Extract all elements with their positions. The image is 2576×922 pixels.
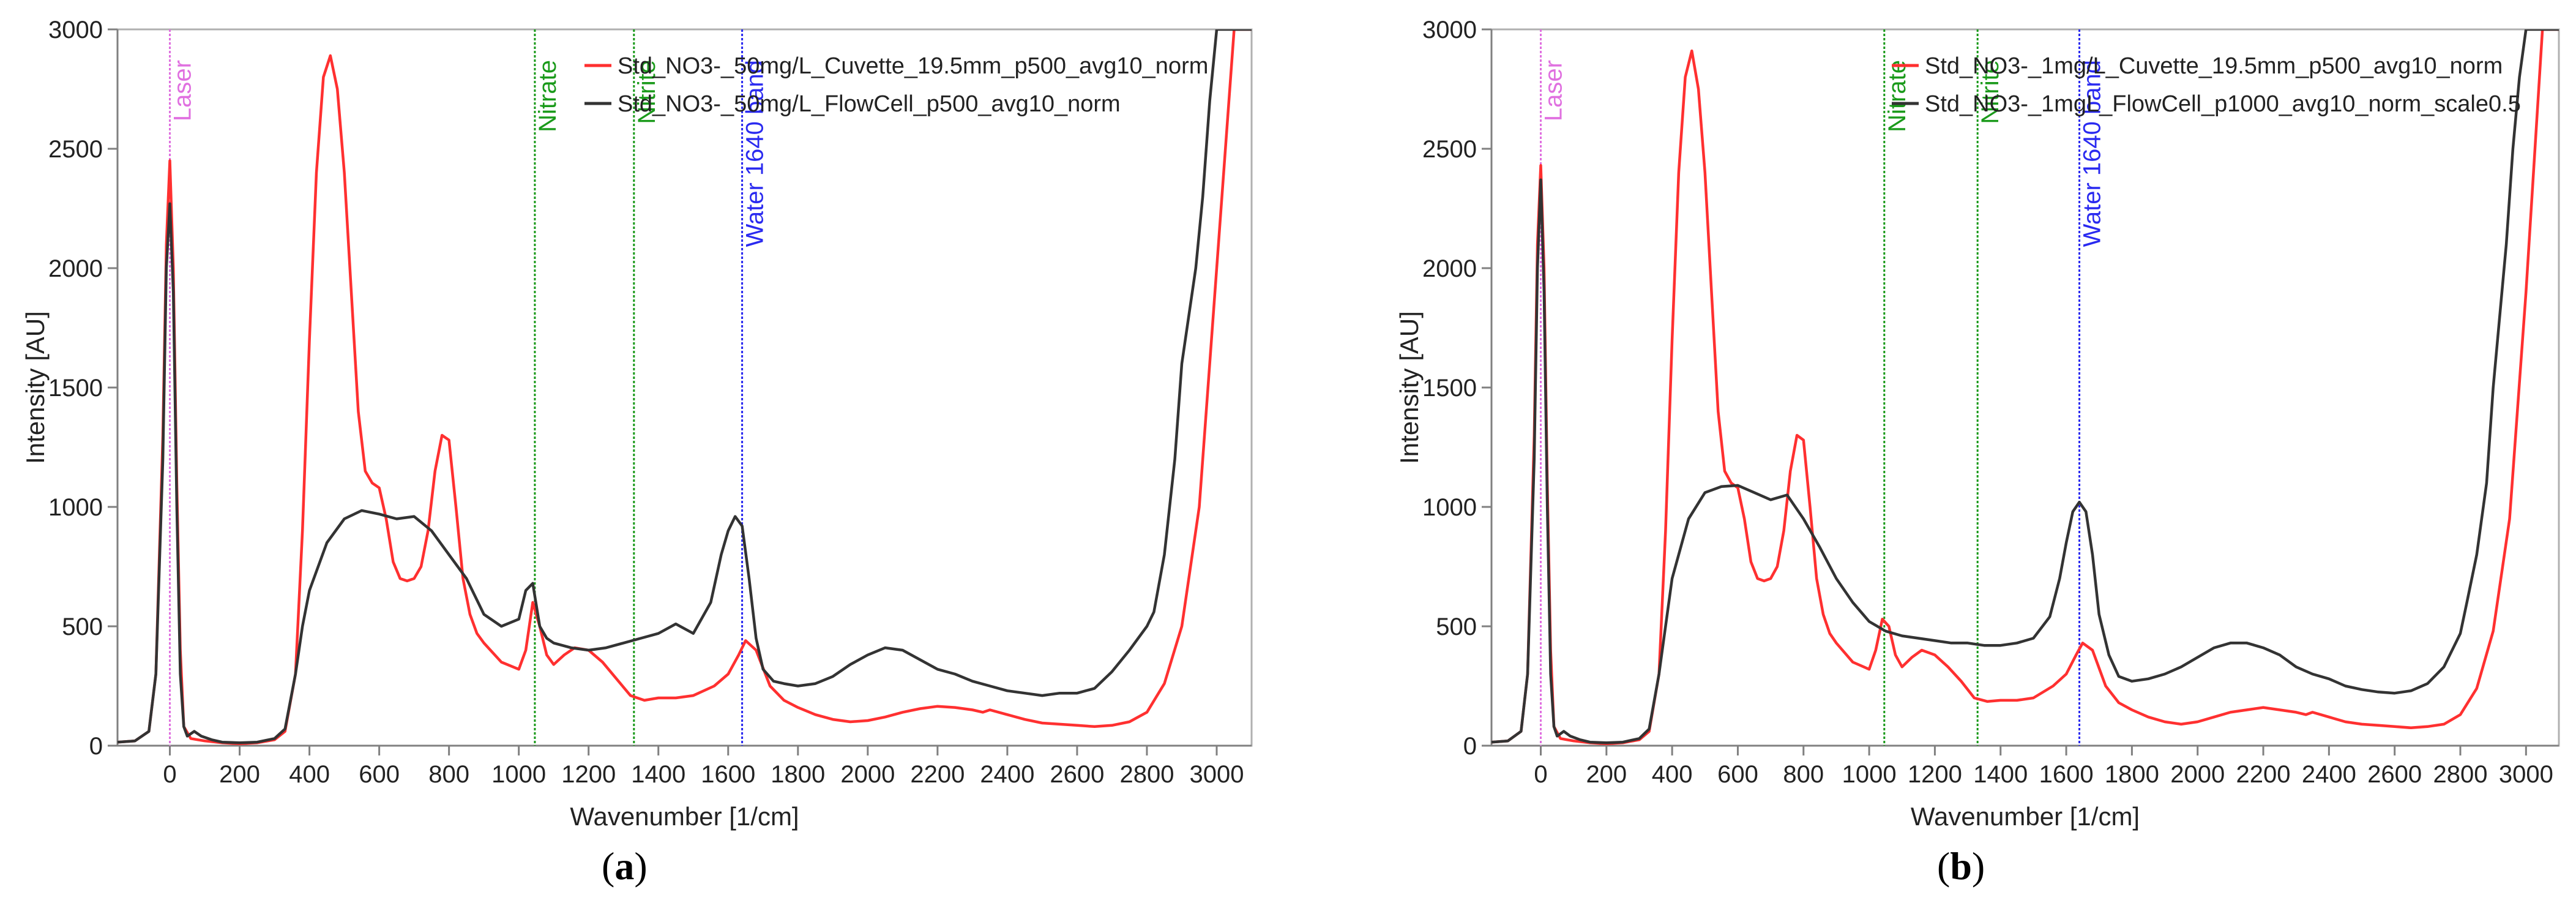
y-tick-label: 1000 (1422, 494, 1477, 521)
series-group (118, 29, 1252, 746)
legend-label-0: Std_NO3-_1mg/L_Cuvette_19.5mm_p500_avg10… (1925, 53, 2503, 79)
panel-a: 0 500 1000 1500 2000 2500 3000 0 200 400 600 800 100… (21, 17, 1253, 831)
x-tick-label: 2800 (2433, 761, 2488, 788)
x-tick-label: 1600 (2039, 761, 2094, 788)
x-tick-label: 0 (163, 761, 176, 788)
y-tick-label: 0 (89, 733, 103, 760)
x-tick-label: 600 (359, 761, 400, 788)
y-tick-label: 2500 (48, 136, 103, 163)
legend-label-0: Std_NO3-_50mg/L_Cuvette_19.5mm_p500_avg1… (618, 53, 1208, 79)
x-tick-label: 2200 (910, 761, 965, 788)
y-tick-label: 500 (62, 613, 103, 640)
marker-label-1: Nitrate (1884, 60, 1911, 132)
y-tick-label: 500 (1436, 613, 1477, 640)
x-tick-label: 0 (1534, 761, 1547, 788)
marker-label-0: Laser (170, 60, 196, 121)
x-tick-label: 2400 (2302, 761, 2356, 788)
series-line-1 (1491, 29, 2559, 744)
y-tick-label: 2500 (1422, 136, 1477, 163)
x-tick-label: 800 (428, 761, 469, 788)
x-tick-label: 3000 (2499, 761, 2553, 788)
x-tick-label: 1000 (1842, 761, 1897, 788)
x-tick-label: 1200 (1908, 761, 1962, 788)
legend-label-1: Std_NO3-_50mg/L_FlowCell_p500_avg10_norm (618, 91, 1121, 117)
x-tick-label: 1400 (631, 761, 685, 788)
x-tick-label: 2800 (1119, 761, 1174, 788)
caption-a: (a) (602, 844, 648, 888)
y-axis-label: Intensity [AU] (1395, 311, 1424, 464)
caption-b-letter: b (1950, 844, 1972, 888)
x-tick-label: 1000 (491, 761, 546, 788)
y-tick-label: 1500 (48, 375, 103, 402)
y-tick-label: 1500 (1422, 375, 1477, 402)
series-line-0 (1491, 29, 2559, 746)
series-line-1 (118, 29, 1252, 744)
y-tick-label: 2000 (48, 255, 103, 282)
x-tick-label: 1800 (2105, 761, 2159, 788)
marker-label-2: Nitrite (1977, 60, 2004, 124)
marker-label-1: Nitrate (534, 60, 561, 132)
x-tick-label: 2000 (840, 761, 895, 788)
y-tick-label: 1000 (48, 494, 103, 521)
x-tick-label: 600 (1717, 761, 1758, 788)
x-tick-label: 1800 (771, 761, 825, 788)
x-tick-label: 200 (1586, 761, 1627, 788)
series-group (1491, 29, 2559, 746)
y-tick-label: 0 (1463, 733, 1477, 760)
x-tick-label: 2600 (2367, 761, 2422, 788)
panel-b: 0 500 1000 1500 2000 2500 3000 0 200 400 600 800 100… (1395, 17, 2560, 831)
x-tick-label: 2600 (1050, 761, 1104, 788)
x-axis-label: Wavenumber [1/cm] (570, 802, 799, 831)
marker-label-2: Nitrite (633, 60, 660, 124)
x-tick-label: 2000 (2170, 761, 2225, 788)
x-tick-label: 2200 (2236, 761, 2291, 788)
marker-label-0: Laser (1540, 60, 1567, 121)
x-tick-label: 1400 (1973, 761, 2028, 788)
y-tick-label: 2000 (1422, 255, 1477, 282)
y-tick-label: 3000 (48, 17, 103, 43)
caption-b: (b) (1937, 844, 1985, 888)
x-axis-label: Wavenumber [1/cm] (1911, 802, 2140, 831)
x-tick-label: 800 (1783, 761, 1824, 788)
x-tick-label: 2400 (980, 761, 1034, 788)
marker-label-3: Water 1640 band (2079, 60, 2106, 247)
x-tick-label: 3000 (1189, 761, 1244, 788)
legend-label-1: Std_NO3-_1mgL_FlowCell_p1000_avg10_norm_… (1925, 91, 2521, 117)
marker-label-3: Water 1640 band (742, 60, 769, 247)
x-tick-label: 1200 (561, 761, 616, 788)
plot-frame (1490, 28, 2560, 747)
x-tick-label: 200 (219, 761, 260, 788)
y-tick-label: 3000 (1422, 17, 1477, 43)
plot-frame (116, 28, 1253, 747)
caption-a-letter: a (614, 844, 635, 888)
series-line-0 (118, 29, 1252, 746)
x-tick-label: 400 (1652, 761, 1693, 788)
x-tick-label: 400 (289, 761, 330, 788)
y-axis-label: Intensity [AU] (21, 311, 50, 464)
x-tick-label: 1600 (701, 761, 755, 788)
